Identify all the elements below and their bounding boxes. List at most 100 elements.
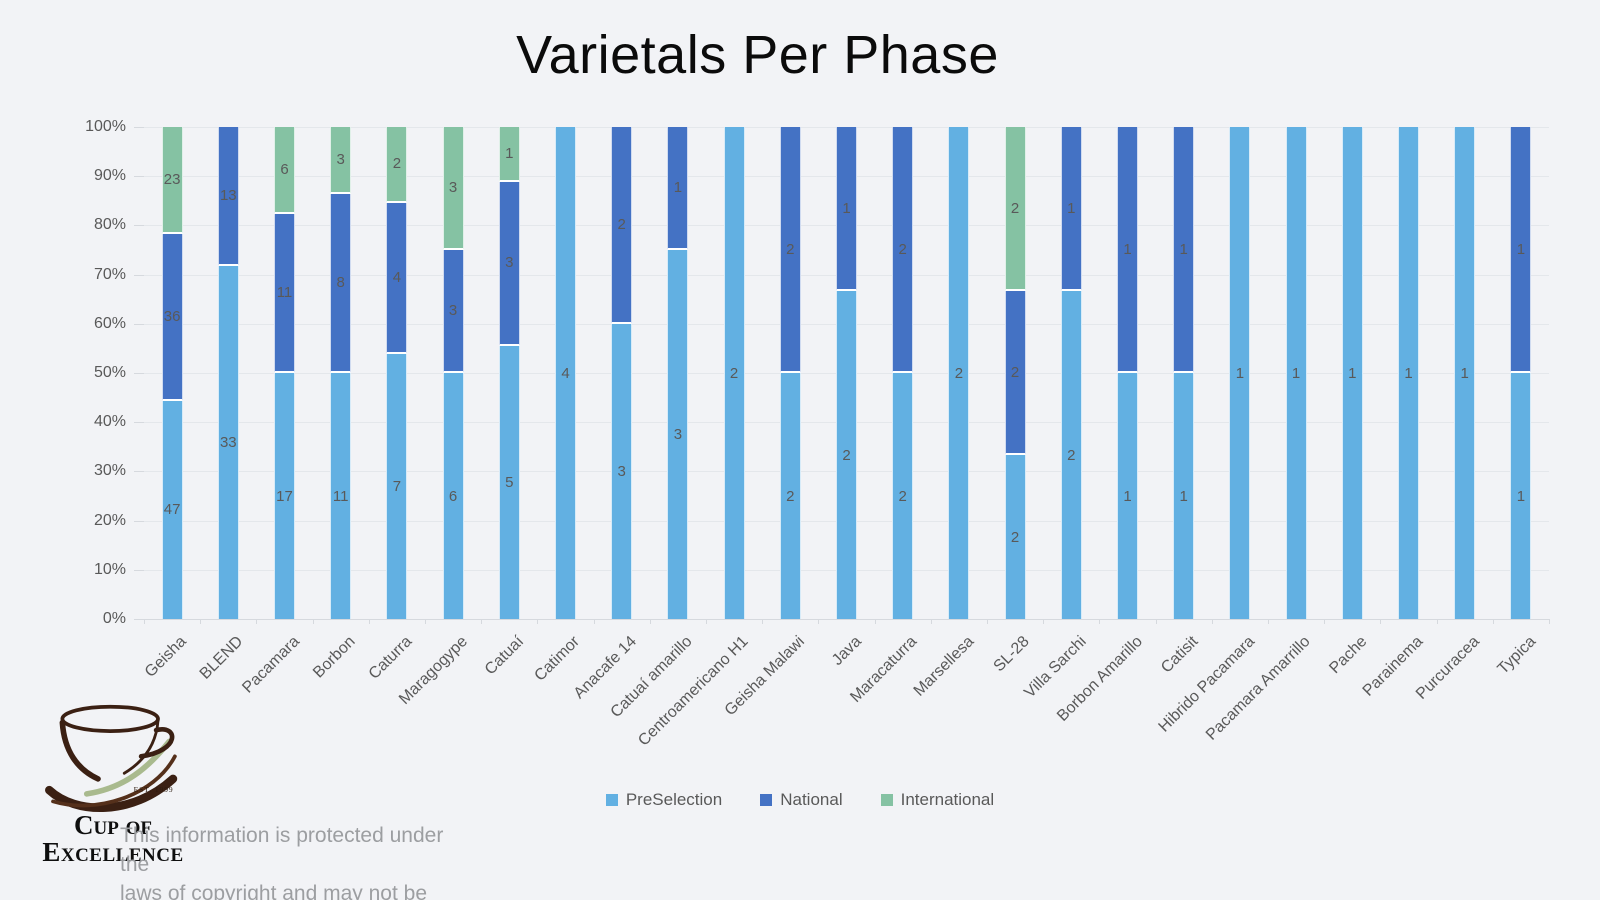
legend-item-national[interactable]: National — [760, 790, 843, 810]
bar-segment[interactable]: 1 — [1229, 127, 1251, 619]
y-axis-tick — [134, 323, 144, 325]
bar-segment[interactable]: 1 — [1173, 127, 1195, 373]
y-axis-tick-label: 80% — [93, 216, 126, 234]
bar-segment[interactable]: 3 — [498, 181, 520, 346]
bar-segment[interactable]: 2 — [948, 127, 970, 619]
bar-segment[interactable]: 5 — [498, 345, 520, 619]
y-axis-tick-label: 50% — [93, 364, 126, 381]
x-axis-tick — [1155, 619, 1157, 624]
data-label: 1 — [505, 144, 514, 162]
bar-segment[interactable]: 2 — [892, 373, 914, 619]
bar-segment[interactable]: 2 — [1004, 127, 1026, 291]
bar-segment[interactable]: 1 — [836, 127, 857, 291]
bar-segment[interactable]: 7 — [386, 354, 408, 619]
bar-blend: 33 13 — [217, 127, 239, 619]
x-axis-category-label: Pache — [1326, 633, 1371, 678]
data-label: 1 — [1516, 240, 1526, 258]
bar-segment[interactable]: 8 — [330, 194, 352, 373]
bar-segment[interactable]: 1 — [1060, 127, 1082, 291]
bar-segment[interactable]: 2 — [779, 127, 801, 373]
data-label: 1 — [1516, 487, 1526, 505]
x-axis-tick — [537, 619, 539, 624]
bar-segment[interactable]: 1 — [1510, 373, 1532, 619]
bar-segment[interactable]: 11 — [274, 213, 295, 373]
chart-title: Varietals Per Phase — [516, 25, 999, 85]
bar-segment[interactable]: 1 — [1510, 127, 1532, 373]
x-axis-category-label: Marsellesa — [910, 633, 977, 700]
bar-segment[interactable]: 2 — [1004, 291, 1026, 455]
legend-item-international[interactable]: International — [880, 790, 994, 810]
data-label: 5 — [505, 473, 514, 491]
data-label: 2 — [898, 487, 907, 505]
y-axis-tick-label: 20% — [93, 511, 126, 529]
bar-segment[interactable]: 3 — [442, 250, 464, 373]
bar-segment[interactable]: 2 — [779, 373, 801, 619]
legend-item-preselection[interactable]: PreSelection — [605, 790, 722, 810]
bar-segment[interactable]: 2 — [1060, 291, 1082, 619]
bar-segment[interactable]: 1 — [1285, 127, 1307, 619]
bar-segment[interactable]: 6 — [274, 127, 295, 214]
x-axis-tick — [818, 619, 820, 624]
bar-pacamara: 17 11 6 — [274, 127, 295, 619]
legend: PreSelection National International — [0, 790, 1600, 810]
data-label: 2 — [786, 487, 795, 505]
bar-segment[interactable]: 2 — [386, 127, 408, 203]
x-axis-tick — [200, 619, 202, 624]
data-label: 1 — [1067, 199, 1076, 217]
bar-segment[interactable]: 3 — [611, 323, 633, 619]
bar-segment[interactable]: 4 — [555, 127, 576, 619]
data-label: 3 — [617, 462, 626, 480]
bar-segment[interactable]: 2 — [836, 291, 857, 619]
bar-segment[interactable]: 3 — [330, 127, 352, 195]
data-label: 1 — [1460, 364, 1469, 382]
bar-segment[interactable]: 2 — [1004, 455, 1026, 619]
bar-segment[interactable]: 1 — [1341, 127, 1363, 619]
x-axis-tick — [1043, 619, 1045, 624]
bar-segment[interactable]: 17 — [274, 373, 295, 619]
bar-segment[interactable]: 33 — [217, 266, 239, 619]
x-axis-tick — [1211, 619, 1213, 624]
bar-segment[interactable]: 1 — [498, 127, 520, 182]
x-axis-tick — [312, 619, 314, 624]
x-axis-category-label: Catimor — [531, 633, 584, 685]
bar-catimor: 4 — [555, 127, 576, 619]
bar-segment[interactable]: 1 — [1117, 373, 1138, 619]
bar-segment[interactable]: 1 — [1117, 127, 1138, 373]
disclaimer-line: laws of copyright and may not be used — [120, 881, 428, 900]
bar-segment[interactable]: 3 — [667, 250, 689, 619]
x-axis-category-label: Java — [828, 633, 865, 669]
bar-segment[interactable]: 11 — [330, 373, 352, 619]
x-axis-tick — [144, 619, 145, 624]
legend-marker-national-icon — [760, 794, 773, 806]
bar-segment[interactable]: 36 — [161, 233, 183, 401]
bar-segment[interactable]: 2 — [611, 127, 633, 324]
bar-segment[interactable]: 4 — [386, 202, 408, 355]
bar-segment[interactable]: 2 — [723, 127, 745, 619]
x-axis-tick — [874, 619, 876, 624]
bar-segment[interactable]: 1 — [1398, 127, 1419, 619]
data-label: 2 — [729, 364, 739, 382]
data-label: 2 — [392, 155, 402, 173]
bar-hibrido-pacamara: 1 — [1229, 127, 1251, 619]
bar-segment[interactable]: 2 — [892, 127, 914, 373]
data-label: 1 — [842, 199, 851, 217]
x-axis-category-label: Catisit — [1158, 633, 1202, 677]
data-label: 1 — [1123, 240, 1132, 258]
bar-segment[interactable]: 6 — [442, 373, 464, 619]
bar-segment[interactable]: 1 — [1173, 373, 1195, 619]
bar-segment[interactable]: 1 — [1454, 127, 1476, 619]
bar-catua-: 5 3 1 — [498, 127, 520, 619]
bar-segment[interactable]: 13 — [217, 127, 239, 267]
bar-segment[interactable]: 23 — [161, 127, 183, 234]
bar-segment[interactable]: 1 — [667, 127, 689, 250]
bar-segment[interactable]: 47 — [161, 400, 183, 619]
data-label: 2 — [898, 240, 907, 258]
y-axis-tick — [134, 422, 144, 424]
x-axis-category-label: Borbon — [310, 633, 359, 682]
legend-marker-preselection-icon — [605, 794, 618, 806]
legend-marker-international-icon — [880, 794, 893, 806]
bar-segment[interactable]: 3 — [442, 127, 464, 250]
